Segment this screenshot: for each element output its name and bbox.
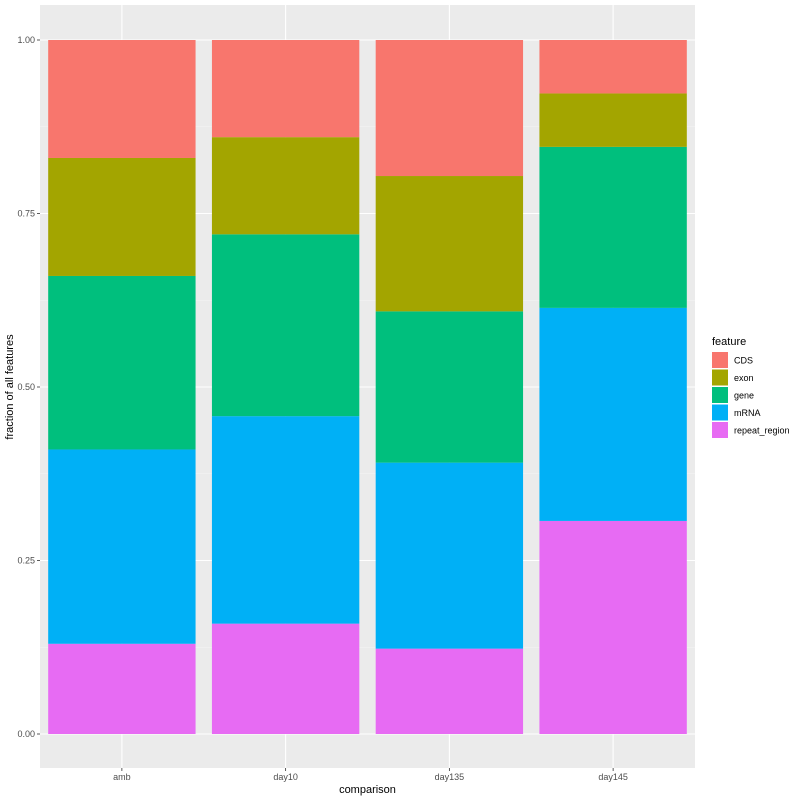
y-tick-label: 1.00	[17, 35, 35, 45]
bar-segment-mRNA-day10	[211, 416, 360, 624]
bar-segment-exon-amb	[48, 157, 196, 276]
legend-key-gene	[712, 387, 728, 403]
bar-segment-exon-day145	[539, 93, 687, 147]
legend-key-mRNA	[712, 404, 728, 421]
x-tick-label: amb	[113, 772, 131, 782]
bar-segment-CDS-day145	[539, 40, 687, 94]
bar-segment-gene-day145	[539, 146, 687, 308]
bar-segment-mRNA-amb	[48, 449, 196, 644]
legend-label-gene: gene	[734, 391, 754, 401]
y-tick-label: 0.50	[17, 382, 35, 392]
legend-key-CDS	[712, 352, 728, 368]
legend-label-CDS: CDS	[734, 356, 753, 366]
bar-segment-CDS-day135	[375, 40, 524, 177]
bar-segment-gene-day135	[375, 311, 524, 463]
x-axis: amb day10 day135 day145	[113, 768, 628, 782]
legend: feature CDS exon gene mRNA repeat_region	[712, 336, 790, 438]
x-tick-label: day10	[273, 772, 298, 782]
x-axis-title: comparison	[339, 784, 396, 796]
y-tick-label: 0.00	[17, 729, 35, 739]
bar-segment-gene-amb	[48, 275, 196, 450]
x-tick-label: day145	[598, 772, 628, 782]
bar-segment-repeat_region-amb	[48, 643, 196, 734]
y-axis: 0.00 0.25 0.50 0.75 1.00	[17, 35, 40, 739]
y-axis-title: fraction of all features	[4, 334, 16, 440]
bar-segment-gene-day10	[211, 234, 360, 417]
bar-segment-CDS-day10	[211, 40, 360, 138]
bar-segment-exon-day135	[375, 176, 524, 312]
bar-segment-exon-day10	[211, 137, 360, 235]
bar-segment-mRNA-day135	[375, 462, 524, 649]
legend-key-exon	[712, 369, 728, 386]
bar-segment-repeat_region-day10	[211, 623, 360, 734]
bar-segment-repeat_region-day135	[375, 648, 524, 734]
y-tick-label: 0.75	[17, 209, 35, 219]
bar-segment-mRNA-day145	[539, 307, 687, 521]
legend-label-exon: exon	[734, 373, 754, 383]
x-tick-label: day135	[435, 772, 465, 782]
legend-label-mRNA: mRNA	[734, 408, 761, 418]
y-tick-label: 0.25	[17, 556, 35, 566]
legend-title: feature	[712, 336, 746, 348]
bars	[48, 40, 687, 734]
bar-segment-CDS-amb	[48, 40, 196, 158]
bar-segment-repeat_region-day145	[539, 520, 687, 734]
legend-label-repeat_region: repeat_region	[734, 426, 790, 436]
legend-key-repeat_region	[712, 422, 728, 438]
